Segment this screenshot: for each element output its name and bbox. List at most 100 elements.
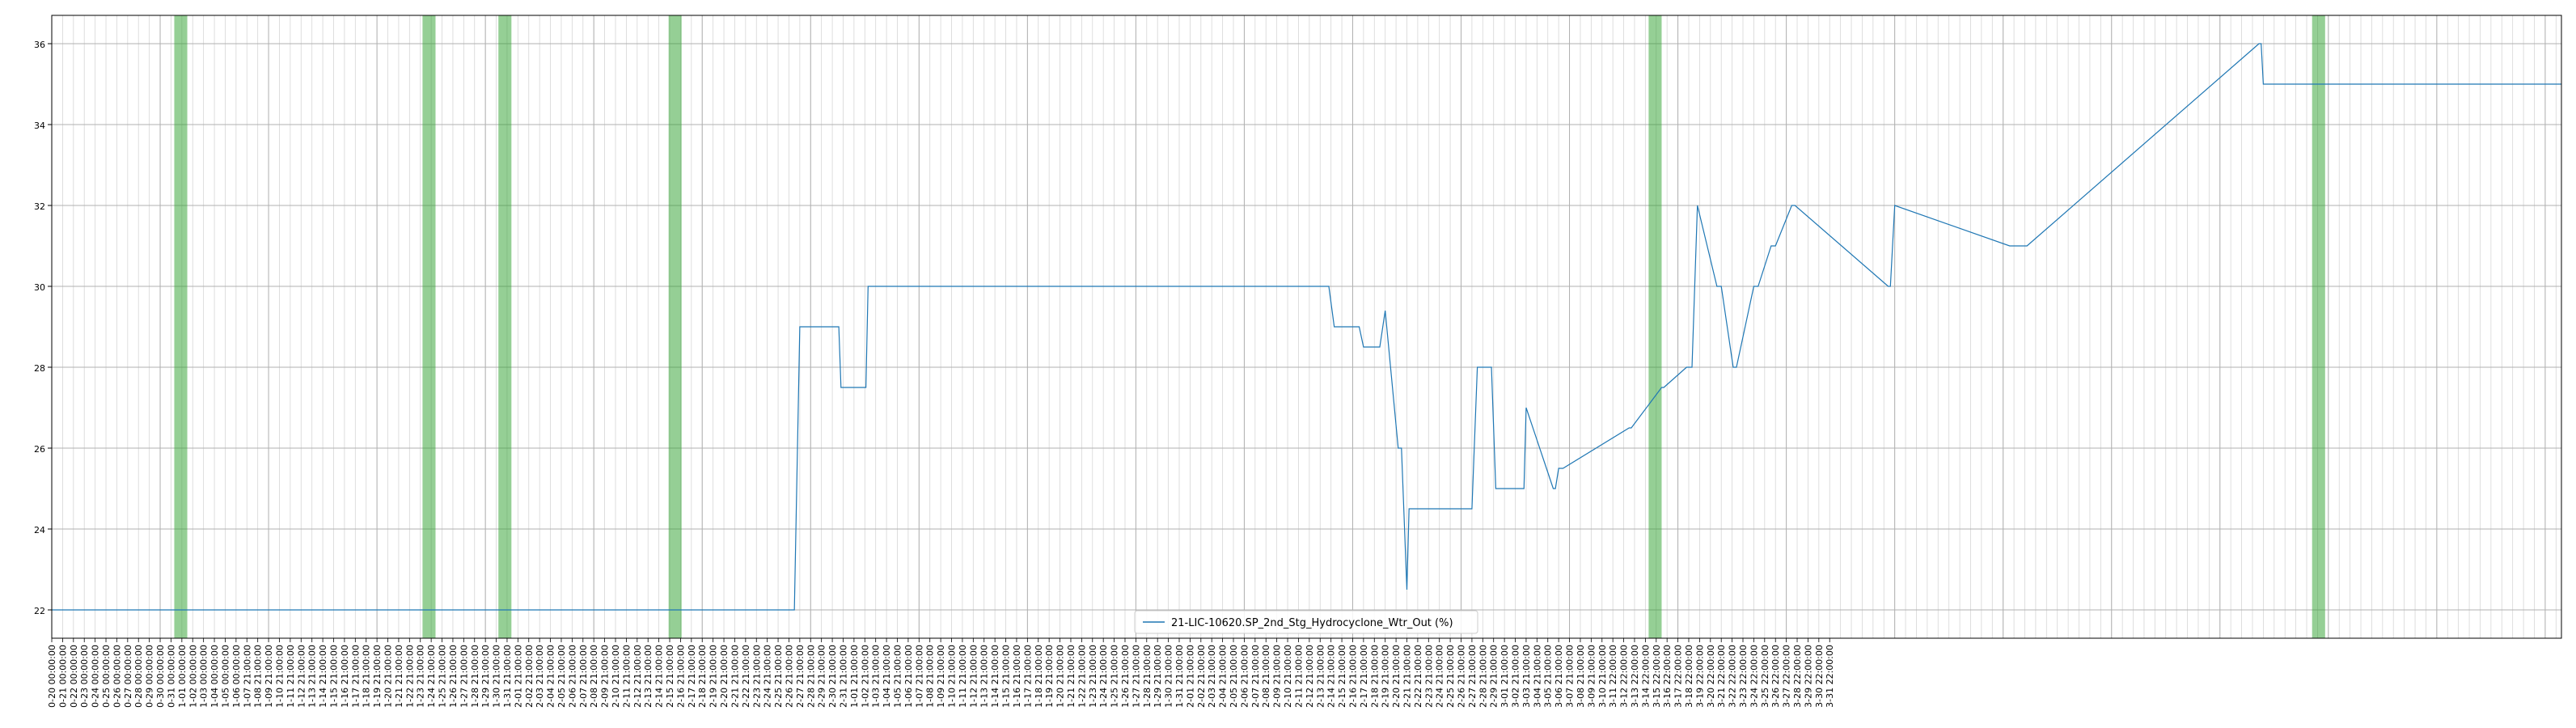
- x-tick-label: 0-28 00:00:00: [133, 645, 144, 708]
- x-tick-label: 3-13 22:00:00: [1630, 645, 1640, 708]
- x-tick-label: 1-26 21:00:00: [448, 645, 459, 708]
- highlight-band: [422, 15, 436, 638]
- x-tick-label: 2-27 21:00:00: [1467, 645, 1478, 708]
- x-tick-label: 1-03 21:00:00: [871, 645, 882, 708]
- x-tick-label: 2-09 21:00:00: [1272, 645, 1283, 708]
- x-tick-label: 1-15 21:00:00: [329, 645, 340, 708]
- x-tick-label: 2-23 21:00:00: [751, 645, 762, 708]
- y-tick-label: 32: [34, 201, 45, 212]
- x-tick-label: 2-18 21:00:00: [1369, 645, 1380, 708]
- x-tick-label: 3-28 22:00:00: [1792, 645, 1803, 708]
- x-tick-label: 2-03 21:00:00: [535, 645, 545, 708]
- x-axis-ticks: 0-20 00:00:00 0-21 00:00:00 0-22 00:00:00 0…: [47, 638, 1835, 708]
- x-tick-label: 2-04 21:00:00: [546, 645, 556, 708]
- x-tick-label: 1-18 21:00:00: [1034, 645, 1044, 708]
- x-tick-label: 3-31 22:00:00: [1825, 645, 1835, 708]
- x-tick-label: 1-11 21:00:00: [958, 645, 968, 708]
- x-tick-label: 2-12 21:00:00: [632, 645, 643, 708]
- x-tick-label: 0-30 00:00:00: [155, 645, 166, 708]
- x-tick-label: 1-09 21:00:00: [264, 645, 274, 708]
- x-tick-label: 1-28 21:00:00: [470, 645, 480, 708]
- x-tick-label: 2-12 21:00:00: [1305, 645, 1315, 708]
- x-tick-label: 3-24 22:00:00: [1749, 645, 1759, 708]
- x-tick-label: 1-17 21:00:00: [1022, 645, 1033, 708]
- x-tick-label: 1-25 21:00:00: [438, 645, 448, 708]
- x-tick-label: 2-02 21:00:00: [524, 645, 535, 708]
- x-tick-label: 1-07 21:00:00: [242, 645, 252, 708]
- x-tick-label: 1-19 21:00:00: [1044, 645, 1055, 708]
- x-tick-label: 2-05 21:00:00: [1229, 645, 1239, 708]
- x-tick-label: 1-04 00:00:00: [209, 645, 220, 708]
- x-tick-label: 1-11 21:00:00: [286, 645, 296, 708]
- x-tick-label: 1-29 21:00:00: [480, 645, 491, 708]
- x-tick-label: 3-14 22:00:00: [1640, 645, 1651, 708]
- x-tick-label: 1-28 21:00:00: [1142, 645, 1153, 708]
- x-tick-label: 1-06 00:00:00: [231, 645, 242, 708]
- y-tick-label: 34: [34, 121, 45, 131]
- x-tick-label: 2-14 21:00:00: [654, 645, 665, 708]
- x-tick-label: 0-20 00:00:00: [47, 645, 57, 708]
- highlight-band: [2312, 15, 2325, 638]
- x-tick-label: 3-03 21:00:00: [1521, 645, 1532, 708]
- legend: 21-LIC-10620.SP_2nd_Stg_Hydrocyclone_Wtr…: [1134, 610, 1478, 634]
- x-tick-label: 1-24 21:00:00: [426, 645, 437, 708]
- x-tick-label: 0-21 00:00:00: [57, 645, 68, 708]
- x-tick-label: 2-25 21:00:00: [1445, 645, 1456, 708]
- x-tick-label: 2-24 21:00:00: [763, 645, 773, 708]
- x-tick-label: 2-06 21:00:00: [1239, 645, 1250, 708]
- x-tick-label: 2-31 21:00:00: [838, 645, 848, 708]
- x-tick-label: 1-23 21:00:00: [1088, 645, 1098, 708]
- x-tick-label: 3-23 22:00:00: [1738, 645, 1749, 708]
- x-tick-label: 1-05 21:00:00: [893, 645, 903, 708]
- x-tick-label: 3-30 22:00:00: [1814, 645, 1825, 708]
- x-tick-label: 1-17 21:00:00: [350, 645, 361, 708]
- x-tick-label: 1-07 21:00:00: [914, 645, 924, 708]
- x-tick-label: 3-10 21:00:00: [1597, 645, 1608, 708]
- x-tick-label: 3-01 21:00:00: [1499, 645, 1510, 708]
- major-gridlines: [51, 15, 2561, 638]
- x-tick-label: 2-08 21:00:00: [1261, 645, 1271, 708]
- x-tick-label: 1-22 21:00:00: [1077, 645, 1087, 708]
- x-tick-label: 2-02 21:00:00: [1196, 645, 1207, 708]
- x-tick-label: 0-31 00:00:00: [166, 645, 176, 708]
- x-tick-label: 1-10 21:00:00: [274, 645, 285, 708]
- x-tick-label: 2-29 21:00:00: [1489, 645, 1499, 708]
- x-tick-label: 3-02 21:00:00: [1511, 645, 1521, 708]
- x-tick-label: 2-10 21:00:00: [1283, 645, 1293, 708]
- axes-frame: [51, 15, 2562, 639]
- x-tick-label: 1-03 00:00:00: [199, 645, 209, 708]
- x-tick-label: 1-12 21:00:00: [296, 645, 307, 708]
- x-tick-label: 2-24 21:00:00: [1435, 645, 1445, 708]
- x-tick-label: 3-27 22:00:00: [1782, 645, 1792, 708]
- x-tick-label: 0-24 00:00:00: [91, 645, 101, 708]
- x-tick-label: 1-27 21:00:00: [1131, 645, 1141, 708]
- x-tick-label: 1-08 21:00:00: [253, 645, 264, 708]
- y-tick-label: 26: [34, 444, 45, 455]
- x-tick-label: 0-23 00:00:00: [79, 645, 90, 708]
- x-tick-label: 0-27 00:00:00: [123, 645, 133, 708]
- x-tick-label: 2-17 21:00:00: [1359, 645, 1369, 708]
- series-lines: [52, 43, 2561, 611]
- x-tick-label: 1-16 21:00:00: [340, 645, 350, 708]
- x-tick-label: 2-10 21:00:00: [611, 645, 621, 708]
- y-tick-label: 30: [34, 282, 45, 293]
- axes-border: [51, 15, 2562, 639]
- x-tick-label: 3-12 22:00:00: [1619, 645, 1630, 708]
- x-tick-label: 3-17 22:00:00: [1673, 645, 1684, 708]
- x-tick-label: 1-26 21:00:00: [1120, 645, 1131, 708]
- y-axis-ticks: 22 24 26 28 30 32 34 36: [34, 40, 52, 616]
- x-tick-label: 2-01 21:00:00: [513, 645, 523, 708]
- y-tick-label: 28: [34, 363, 45, 374]
- x-tick-label: 1-22 21:00:00: [404, 645, 415, 708]
- x-tick-label: 1-20 21:00:00: [1055, 645, 1066, 708]
- x-tick-label: 1-13 21:00:00: [307, 645, 318, 708]
- x-tick-label: 1-20 21:00:00: [383, 645, 394, 708]
- x-tick-label: 2-07 21:00:00: [578, 645, 589, 708]
- legend-box: [1134, 610, 1478, 634]
- x-tick-label: 1-25 21:00:00: [1110, 645, 1120, 708]
- x-tick-label: 3-20 22:00:00: [1706, 645, 1716, 708]
- x-tick-label: 2-23 21:00:00: [1423, 645, 1434, 708]
- x-tick-label: 1-12 21:00:00: [968, 645, 979, 708]
- plot-background: [52, 15, 2561, 638]
